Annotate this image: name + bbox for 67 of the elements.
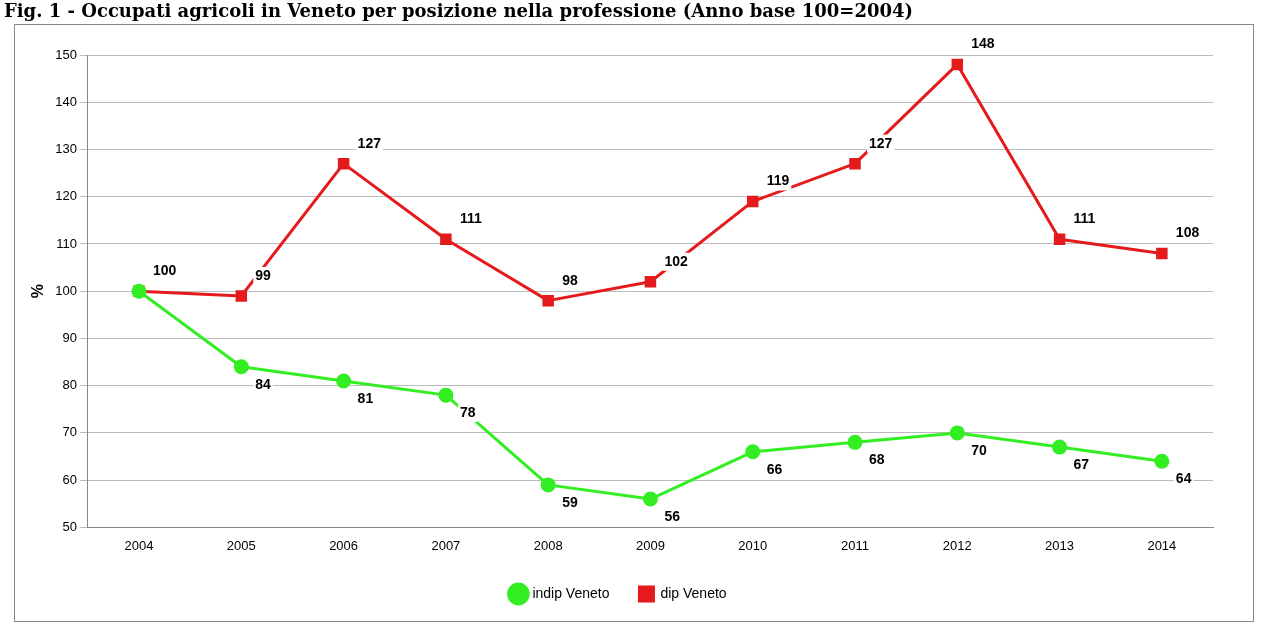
- data-label: 68: [869, 451, 885, 468]
- data-label: 81: [357, 389, 374, 406]
- y-tick-label: 140: [55, 93, 77, 109]
- y-tick-label: 70: [62, 424, 77, 440]
- y-tick-label: 110: [56, 235, 77, 251]
- y-tick-label: 130: [55, 141, 77, 157]
- legend-label: indip Veneto: [532, 584, 610, 601]
- legend-label: dip Veneto: [660, 584, 727, 601]
- data-label: 98: [562, 271, 578, 288]
- data-label: 111: [1073, 210, 1096, 227]
- data-label: 64: [1175, 470, 1192, 487]
- data-label: 84: [255, 375, 272, 392]
- data-label: 111: [459, 210, 482, 227]
- y-tick-label: 90: [62, 330, 77, 346]
- data-label: 127: [357, 134, 382, 151]
- point: [1052, 439, 1068, 455]
- x-tick-label: 2012: [942, 537, 972, 553]
- y-tick-label: 100: [55, 282, 77, 298]
- point: [644, 276, 657, 288]
- x-tick-label: 2005: [226, 537, 256, 553]
- y-axis-title: %: [29, 284, 47, 299]
- data-label: 148: [971, 35, 995, 52]
- x-tick-label: 2011: [841, 537, 869, 553]
- x-tick-label: 2014: [1147, 537, 1177, 553]
- point: [337, 157, 350, 170]
- point: [235, 290, 248, 302]
- point: [540, 477, 556, 493]
- point: [949, 425, 965, 441]
- data-label: 66: [766, 460, 783, 477]
- point: [642, 491, 658, 507]
- data-label: 99: [255, 266, 272, 283]
- point: [847, 434, 863, 450]
- y-tick-label: 50: [62, 518, 77, 534]
- point: [951, 58, 964, 71]
- point: [1156, 247, 1168, 260]
- x-tick-label: 2004: [124, 537, 154, 553]
- point: [745, 444, 761, 460]
- chart-title: Fig. 1 - Occupati agricoli in Veneto per posizione nella professione (Anno base 100=2004): [3, 0, 915, 22]
- data-label: 70: [971, 441, 988, 458]
- point: [542, 294, 554, 307]
- data-label: 67: [1073, 455, 1090, 472]
- data-label: 100: [153, 262, 177, 279]
- point: [1154, 453, 1170, 469]
- y-tick-label: 150: [55, 46, 77, 62]
- data-label: 56: [664, 507, 681, 524]
- point: [336, 373, 352, 389]
- x-tick-label: 2007: [431, 537, 461, 553]
- x-tick-label: 2006: [329, 537, 359, 553]
- x-tick-label: 2009: [635, 537, 665, 553]
- x-tick-label: 2008: [533, 537, 563, 553]
- data-label: 119: [766, 172, 790, 189]
- y-tick-label: 60: [62, 471, 77, 487]
- point: [440, 233, 452, 245]
- y-tick-label: 80: [62, 377, 77, 393]
- point: [849, 157, 861, 170]
- point: [746, 195, 759, 208]
- point: [233, 359, 249, 375]
- data-label: 59: [562, 493, 578, 510]
- data-label: 108: [1175, 224, 1200, 241]
- point: [1053, 233, 1066, 245]
- x-tick-label: 2010: [738, 537, 768, 553]
- data-label: 78: [459, 403, 476, 420]
- data-label: 102: [664, 252, 689, 269]
- data-label: 127: [869, 134, 893, 151]
- point: [438, 387, 454, 403]
- x-tick-label: 2013: [1045, 537, 1075, 553]
- y-tick-label: 120: [55, 188, 77, 204]
